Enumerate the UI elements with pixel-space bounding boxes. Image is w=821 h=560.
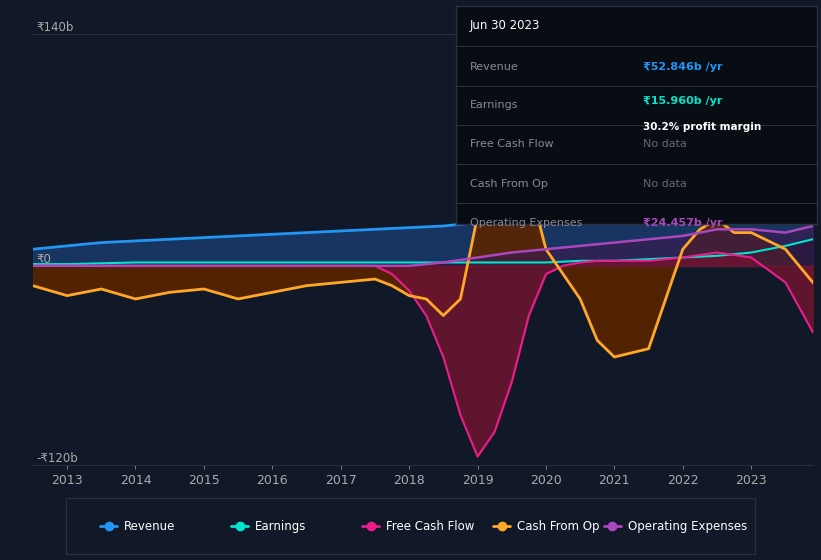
Text: Cash From Op: Cash From Op (470, 179, 548, 189)
Text: ₹0: ₹0 (36, 253, 51, 266)
Text: Earnings: Earnings (470, 100, 519, 110)
Text: Revenue: Revenue (124, 520, 176, 533)
Text: No data: No data (644, 179, 687, 189)
Text: Free Cash Flow: Free Cash Flow (470, 139, 553, 150)
Text: ₹15.960b /yr: ₹15.960b /yr (644, 96, 722, 106)
Text: Revenue: Revenue (470, 62, 519, 72)
Text: Free Cash Flow: Free Cash Flow (387, 520, 475, 533)
Text: Jun 30 2023: Jun 30 2023 (470, 18, 540, 32)
Text: Earnings: Earnings (255, 520, 307, 533)
Text: ₹52.846b /yr: ₹52.846b /yr (644, 62, 723, 72)
Text: Operating Expenses: Operating Expenses (628, 520, 747, 533)
Text: ₹140b: ₹140b (36, 21, 74, 34)
Text: ₹24.457b /yr: ₹24.457b /yr (644, 218, 723, 228)
Text: Cash From Op: Cash From Op (517, 520, 600, 533)
Text: 30.2% profit margin: 30.2% profit margin (644, 122, 762, 132)
Text: -₹120b: -₹120b (36, 452, 78, 465)
Text: Operating Expenses: Operating Expenses (470, 218, 582, 228)
Text: No data: No data (644, 139, 687, 150)
